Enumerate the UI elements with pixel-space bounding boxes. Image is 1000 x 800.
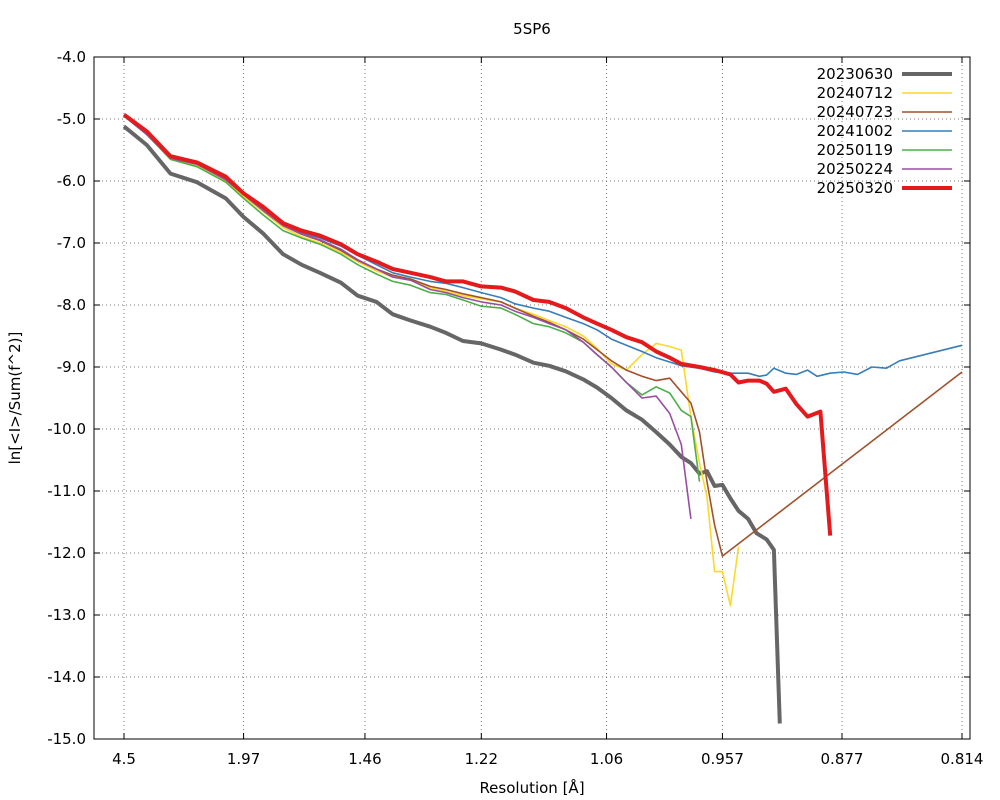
x-tick-label: 1.97 bbox=[227, 750, 260, 768]
y-tick-label: -12.0 bbox=[47, 544, 86, 562]
series-line-20240712 bbox=[123, 115, 740, 607]
legend-label: 20230630 bbox=[817, 65, 893, 83]
y-tick-label: -14.0 bbox=[47, 668, 86, 686]
y-tick-label: -9.0 bbox=[57, 358, 86, 376]
y-tick-label: -15.0 bbox=[47, 730, 86, 748]
x-tick-label: 1.46 bbox=[348, 750, 381, 768]
x-tick-label: 0.957 bbox=[701, 750, 744, 768]
legend-label: 20240723 bbox=[817, 103, 893, 121]
y-tick-labels: -4.0 -5.0 -6.0 -7.0 -8.0 -9.0 -10.0 -11.0 -12.0 -… bbox=[47, 48, 86, 748]
plot-frame bbox=[93, 56, 971, 740]
x-tick-labels: 4.5 1.97 1.46 1.22 1.06 0.957 0.877 0.814 bbox=[112, 750, 983, 768]
legend-label: 20250320 bbox=[817, 179, 893, 197]
y-tick-label: -7.0 bbox=[57, 234, 86, 252]
x-tick-label: 4.5 bbox=[112, 750, 136, 768]
x-axis-label: Resolution [Å] bbox=[479, 778, 584, 797]
x-tick-label: 1.22 bbox=[465, 750, 498, 768]
legend-label: 20250119 bbox=[817, 141, 893, 159]
series-line-20250320 bbox=[122, 113, 833, 536]
legend-label: 20240712 bbox=[817, 84, 893, 102]
legend-label: 20250224 bbox=[817, 160, 893, 178]
y-tick-label: -6.0 bbox=[57, 172, 86, 190]
grid-lines bbox=[94, 56, 970, 740]
series-lines bbox=[122, 113, 963, 724]
x-tick-label: 1.06 bbox=[590, 750, 623, 768]
x-tick-label: 0.877 bbox=[821, 750, 864, 768]
y-axis-label: ln[<I>/Sum(f^2)] bbox=[6, 332, 24, 465]
y-tick-label: -10.0 bbox=[47, 420, 86, 438]
chart-title: 5SP6 bbox=[513, 20, 551, 38]
y-tick-label: -11.0 bbox=[47, 482, 86, 500]
x-tick-label: 0.814 bbox=[941, 750, 984, 768]
y-tick-label: -5.0 bbox=[57, 110, 86, 128]
legend: 2023063020240712202407232024100220250119… bbox=[817, 65, 952, 197]
y-tick-label: -4.0 bbox=[57, 48, 86, 66]
series-line-20250119 bbox=[123, 115, 701, 482]
axis-ticks bbox=[94, 56, 970, 740]
legend-label: 20241002 bbox=[817, 122, 893, 140]
y-tick-label: -13.0 bbox=[47, 606, 86, 624]
series-line-20230630 bbox=[122, 124, 782, 724]
y-tick-label: -8.0 bbox=[57, 296, 86, 314]
